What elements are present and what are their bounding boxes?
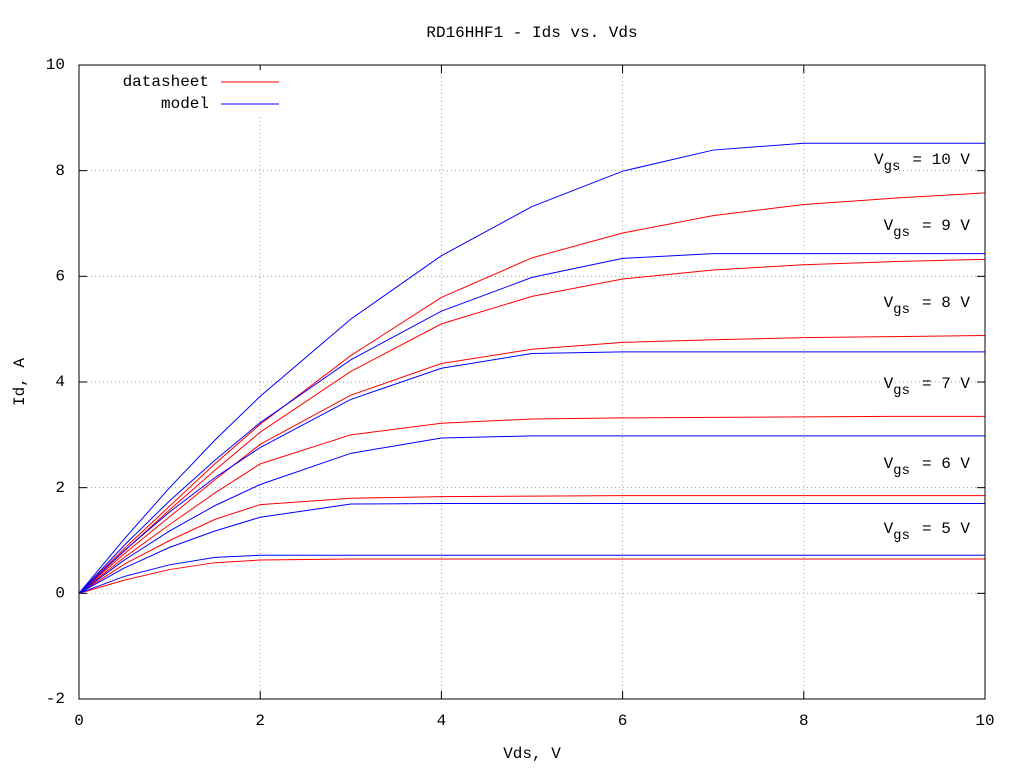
series-line (78, 142, 985, 594)
annotation-symbol: V (884, 520, 894, 538)
x-tick-label: 8 (799, 712, 809, 730)
annotation-symbol: V (884, 217, 894, 235)
legend-label: model (161, 95, 209, 113)
x-tick-label: 10 (975, 712, 994, 730)
x-tick-label: 4 (437, 712, 447, 730)
y-tick-label: 6 (55, 268, 65, 286)
x-axis-label: Vds, V (503, 745, 561, 763)
series-line (78, 253, 985, 594)
annotation: Vgs = 10 V (874, 151, 970, 174)
annotation-symbol: V (884, 375, 894, 393)
x-tick-label: 0 (74, 712, 84, 730)
annotation-symbol: V (884, 455, 894, 473)
x-tick-label: 2 (255, 712, 265, 730)
annotation: Vgs = 7 V (884, 375, 971, 398)
legend-background (89, 70, 289, 116)
y-tick-label: -2 (46, 690, 65, 708)
annotation-text: = 8 V (922, 294, 970, 312)
x-tick-label: 6 (618, 712, 628, 730)
series-line (78, 335, 986, 594)
annotation: Vgs = 8 V (884, 294, 971, 317)
y-tick-label: 8 (55, 162, 65, 180)
annotation: Vgs = 5 V (884, 520, 971, 543)
annotation-subscript: gs (893, 302, 910, 318)
annotation-text: = 6 V (922, 455, 970, 473)
annotation-subscript: gs (893, 528, 910, 544)
series-line (78, 554, 985, 594)
y-tick-label: 2 (55, 479, 65, 497)
plot-border (78, 64, 986, 700)
annotation-symbol: V (884, 294, 894, 312)
annotation: Vgs = 6 V (884, 455, 971, 478)
series-line (78, 558, 985, 594)
series-line (78, 503, 985, 594)
annotation-subscript: gs (893, 383, 910, 399)
series-line (78, 351, 985, 594)
annotation-text: = 5 V (922, 520, 970, 538)
annotation-symbol: V (874, 151, 884, 169)
annotation-text: = 10 V (912, 151, 970, 169)
annotation-text: = 7 V (922, 375, 970, 393)
annotation-subscript: gs (893, 225, 910, 241)
series-line (78, 415, 985, 594)
y-axis-label: Id, A (11, 358, 29, 406)
y-tick-label: 10 (46, 56, 65, 74)
series-line (78, 192, 986, 594)
annotation-subscript: gs (893, 463, 910, 479)
chart-title: RD16HHF1 - Ids vs. Vds (426, 24, 637, 42)
y-tick-label: 4 (55, 373, 65, 391)
series-line (78, 258, 986, 594)
series-line (78, 495, 985, 594)
legend-label: datasheet (123, 73, 209, 91)
y-tick-label: 0 (55, 585, 65, 603)
series-line (78, 435, 985, 594)
annotation-text: = 9 V (922, 217, 970, 235)
annotation-subscript: gs (884, 159, 901, 175)
annotation: Vgs = 9 V (884, 217, 971, 240)
